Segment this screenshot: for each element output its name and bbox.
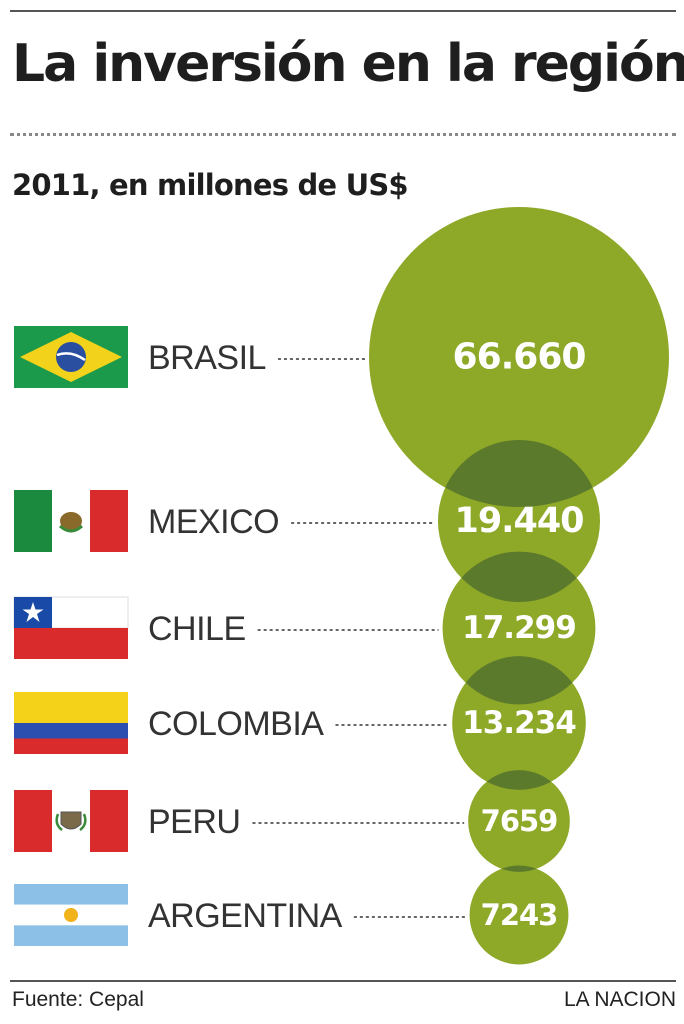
bubble-brasil xyxy=(369,207,669,507)
value-label-peru: 7659 xyxy=(481,804,558,838)
chart-subtitle: 2011, en millones de US$ xyxy=(12,168,409,202)
country-label-argentina: ARGENTINA xyxy=(148,897,343,935)
brazil-flag xyxy=(14,326,128,388)
bubble-peru xyxy=(468,770,570,872)
country-label-colombia: COLOMBIA xyxy=(148,705,324,743)
argentina-flag xyxy=(14,884,128,946)
mexico-flag xyxy=(14,490,128,552)
bubble-overlaps xyxy=(437,439,601,872)
country-label-chile: CHILE xyxy=(148,610,246,648)
source-note: Fuente: Cepal xyxy=(12,988,144,1011)
bubble-overlap xyxy=(452,656,586,705)
value-label-brasil: 66.660 xyxy=(453,337,586,378)
value-label-argentina: 7243 xyxy=(481,898,558,932)
colombia-flag xyxy=(14,692,128,754)
bubble-overlap xyxy=(437,439,601,507)
title-divider xyxy=(10,133,676,136)
bubble-argentina xyxy=(469,865,569,965)
peru-flag xyxy=(14,790,128,852)
value-label-mexico: 19.440 xyxy=(454,501,583,541)
labels: BRASIL 66.660 MEXICO 19.440 CHILE 17.299 COLOM… xyxy=(148,337,586,936)
bubble-overlap xyxy=(442,551,596,603)
value-label-chile: 17.299 xyxy=(462,610,576,646)
publisher-credit: LA NACION xyxy=(563,988,676,1011)
chile-flag xyxy=(13,596,129,659)
country-label-mexico: MEXICO xyxy=(148,503,279,541)
value-label-colombia: 13.234 xyxy=(462,705,576,741)
bottom-rule xyxy=(10,980,676,982)
country-label-peru: PERU xyxy=(148,803,240,841)
country-label-brasil: BRASIL xyxy=(148,339,266,377)
chart-title: La inversión en la región xyxy=(12,34,684,94)
top-rule xyxy=(10,10,676,12)
flags xyxy=(13,326,129,946)
